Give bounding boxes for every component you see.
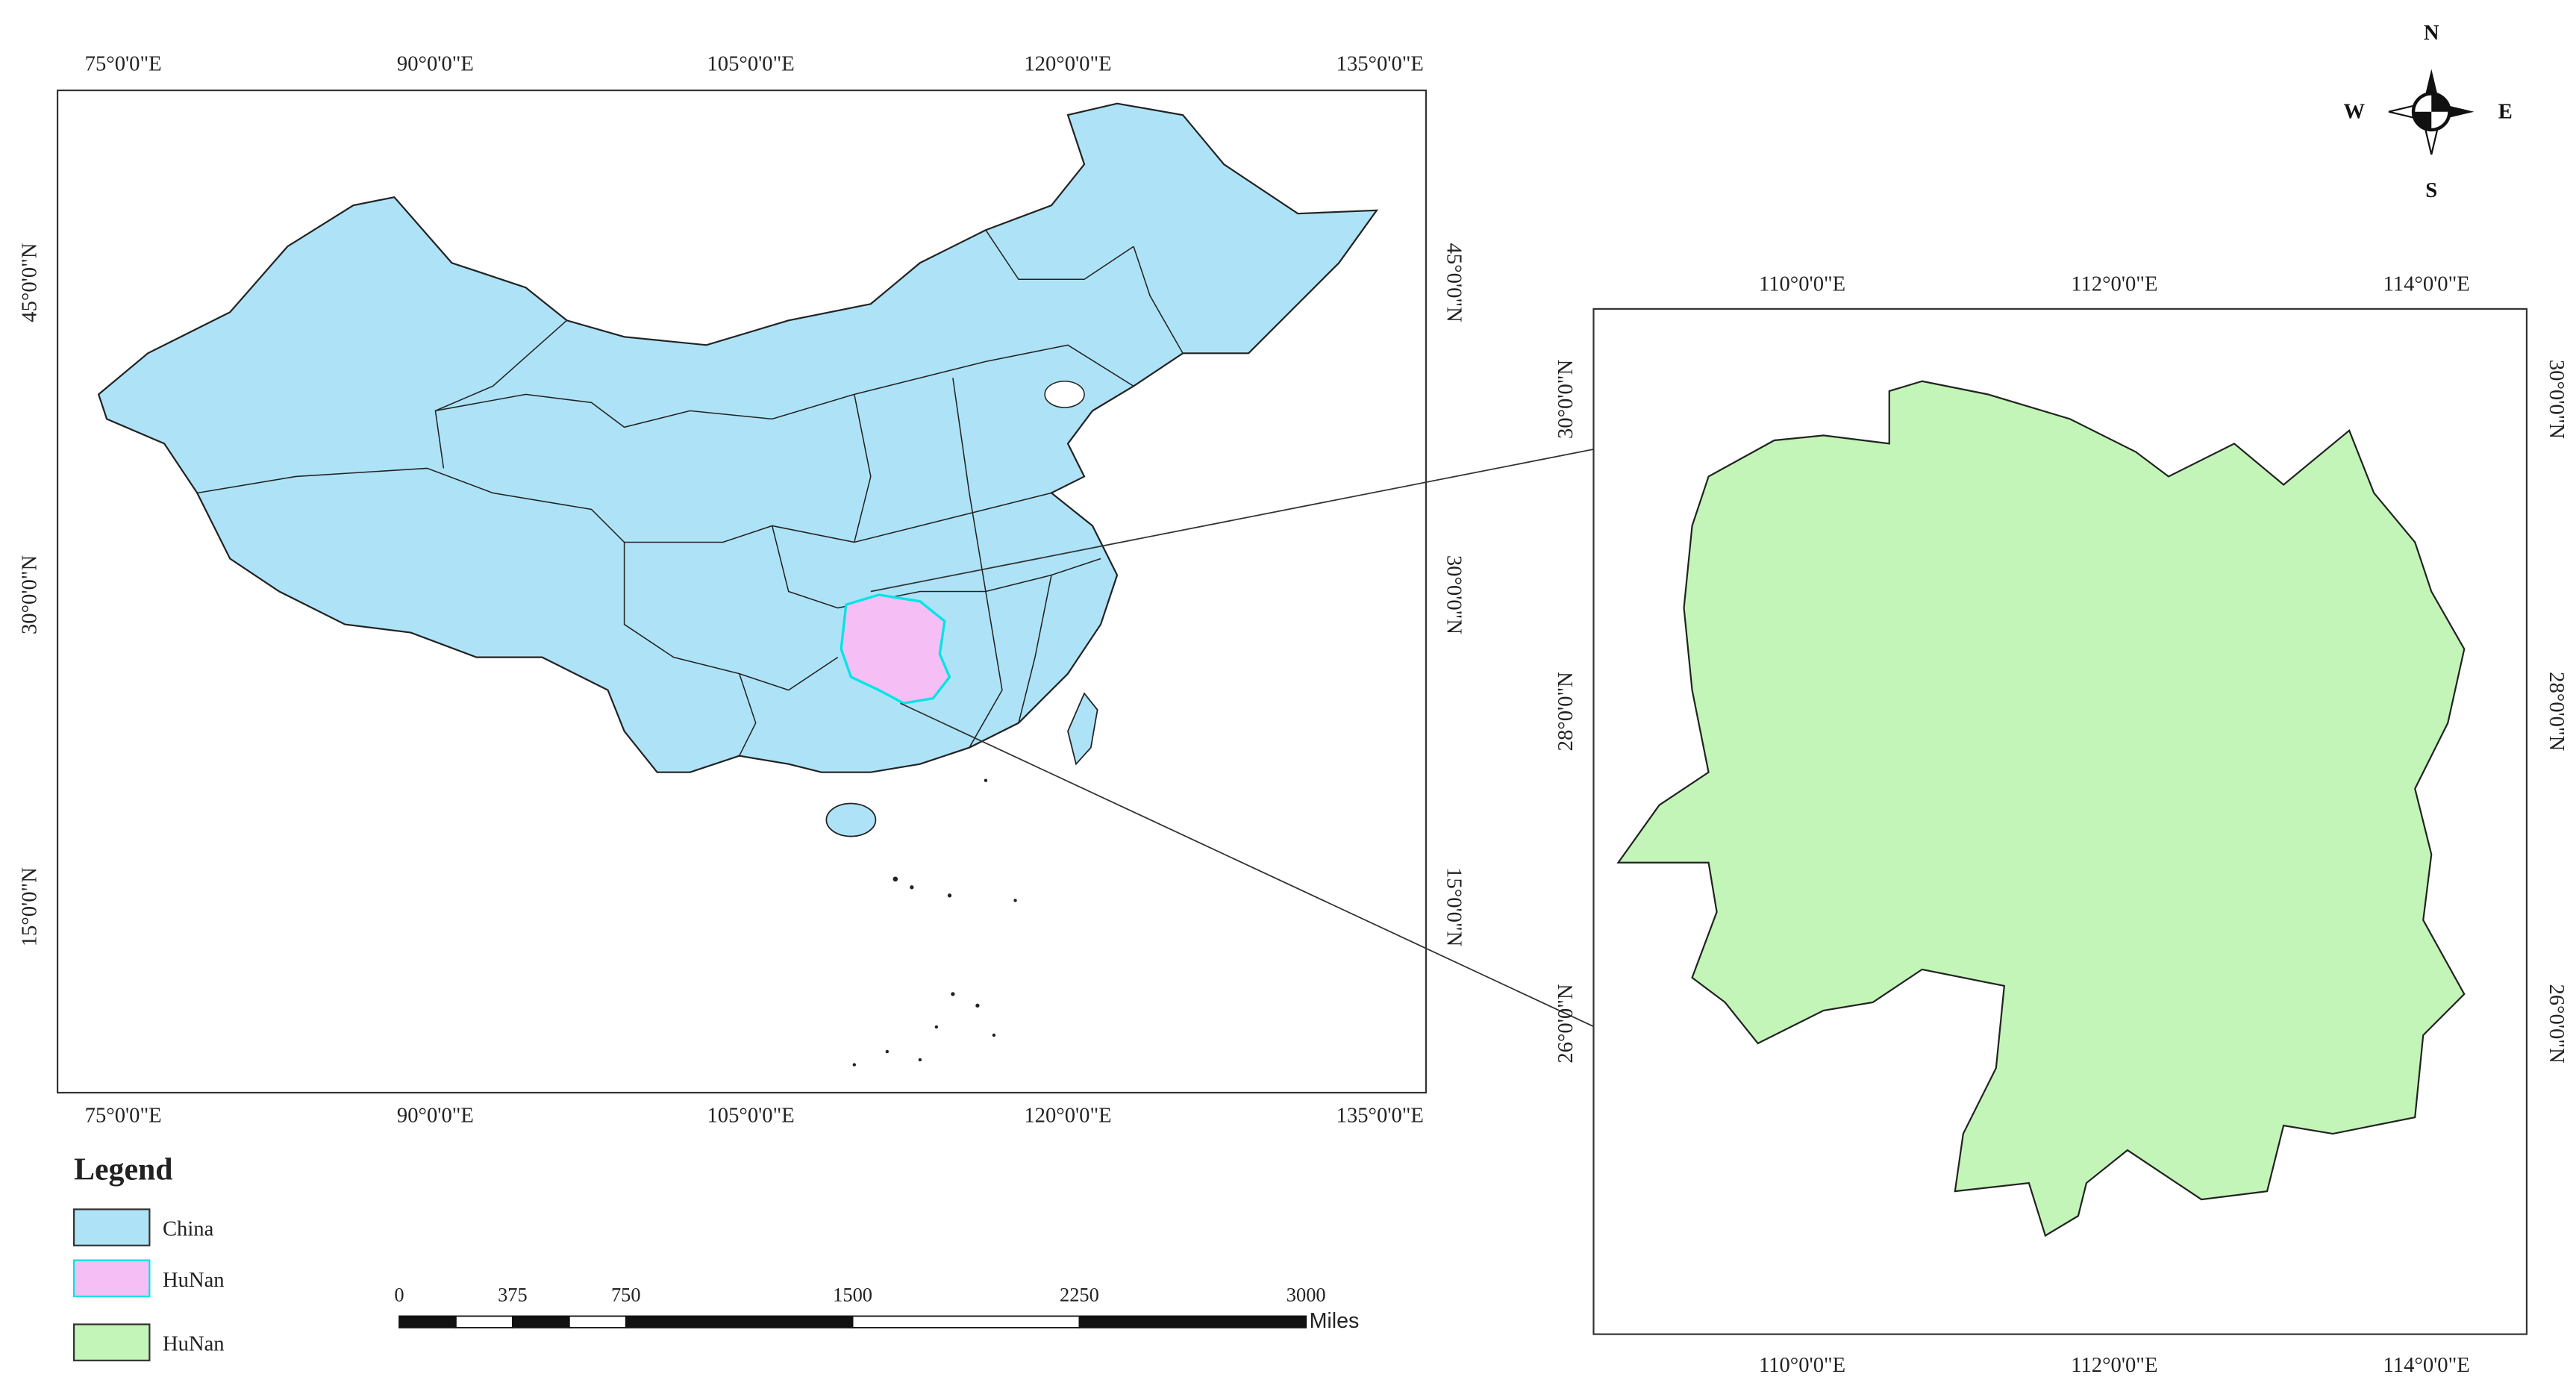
longitude-label: 135°0'0"E	[1337, 53, 1424, 76]
china-map	[97, 102, 1379, 1067]
latitude-label: 45°0'0"N	[18, 243, 41, 322]
latitude-label: 15°0'0"N	[1442, 867, 1466, 946]
scale-segment	[851, 1315, 1081, 1329]
latitude-label: 28°0'0"N	[2545, 672, 2568, 751]
scale-segment	[455, 1315, 513, 1329]
legend-title: Legend	[74, 1153, 172, 1187]
compass-n: N	[2424, 22, 2439, 45]
north-arrow	[2388, 69, 2475, 155]
scale-unit: Miles	[1310, 1309, 1360, 1333]
legend-label: HuNan	[163, 1333, 225, 1356]
longitude-label: 135°0'0"E	[1337, 1105, 1424, 1128]
generated: 75°0'0"E 75°0'0"E 90°0'0"E 90°0'0"E 105°0'0"…	[18, 53, 2567, 1378]
longitude-label: 105°0'0"E	[707, 1105, 794, 1128]
longitude-label: 110°0'0"E	[1759, 273, 1845, 296]
compass-e: E	[2498, 101, 2513, 124]
legend-label: HuNan	[163, 1269, 225, 1292]
hunan-inset	[1616, 380, 2466, 1237]
legend-label: China	[163, 1218, 214, 1241]
longitude-label: 75°0'0"E	[85, 1105, 162, 1128]
longitude-label: 110°0'0"E	[1759, 1354, 1845, 1377]
province-borders	[197, 229, 1184, 757]
scale-segment	[512, 1315, 570, 1329]
longitude-label: 114°0'0"E	[2383, 1354, 2470, 1377]
scale-segment	[625, 1315, 854, 1329]
latitude-label: 15°0'0"N	[18, 867, 41, 946]
scale-label: 375	[498, 1284, 528, 1306]
latitude-label: 30°0'0"N	[1554, 360, 1578, 439]
bohai-sea	[1044, 380, 1085, 408]
compass-s: S	[2425, 179, 2437, 202]
taiwan-island	[1067, 692, 1098, 766]
islands	[852, 778, 1017, 1067]
scale-label: 1500	[833, 1284, 872, 1306]
longitude-label: 90°0'0"E	[397, 1105, 474, 1128]
scale-label: 2250	[1060, 1284, 1099, 1306]
scale-segment	[1078, 1315, 1307, 1329]
latitude-label: 28°0'0"N	[1554, 672, 1578, 751]
scale-label: 0	[394, 1284, 404, 1306]
scale-label: 3000	[1287, 1284, 1326, 1306]
legend-swatch	[72, 1323, 151, 1361]
longitude-label: 112°0'0"E	[2071, 273, 2157, 296]
scale-segment	[568, 1315, 627, 1329]
china-outline	[97, 102, 1379, 773]
compass-w: W	[2343, 101, 2365, 124]
latitude-label: 30°0'0"N	[2545, 360, 2568, 439]
longitude-label: 120°0'0"E	[1024, 1105, 1111, 1128]
latitude-label: 45°0'0"N	[1442, 243, 1466, 322]
latitude-label: 26°0'0"N	[2545, 984, 2568, 1063]
latitude-label: 30°0'0"N	[18, 555, 41, 634]
scale-label: 750	[611, 1284, 641, 1306]
longitude-label: 112°0'0"E	[2071, 1354, 2157, 1377]
legend-swatch	[72, 1208, 151, 1246]
latitude-label: 26°0'0"N	[1554, 984, 1578, 1063]
longitude-label: 120°0'0"E	[1024, 53, 1111, 76]
hainan-island	[825, 802, 877, 837]
longitude-label: 75°0'0"E	[85, 53, 162, 76]
longitude-label: 114°0'0"E	[2383, 273, 2470, 296]
latitude-label: 30°0'0"N	[1442, 555, 1466, 634]
hunan-highlight	[840, 593, 951, 705]
longitude-label: 105°0'0"E	[707, 53, 794, 76]
scale-segment	[398, 1315, 457, 1329]
longitude-label: 90°0'0"E	[397, 53, 474, 76]
legend-swatch	[72, 1259, 151, 1298]
